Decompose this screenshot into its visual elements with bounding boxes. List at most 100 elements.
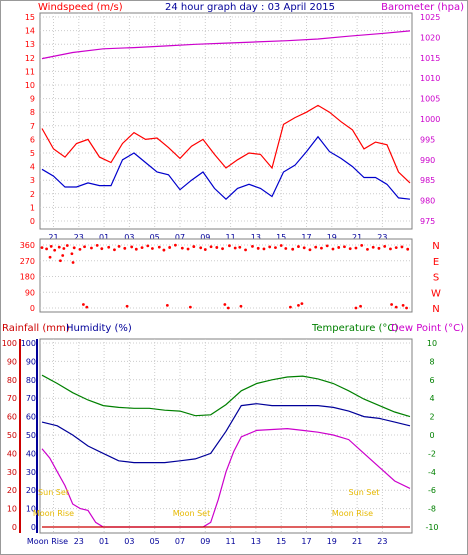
direction-point bbox=[203, 248, 207, 251]
direction-point bbox=[325, 244, 329, 248]
direction-point bbox=[192, 245, 196, 248]
humidity-y-tick-label: 10 bbox=[26, 505, 36, 514]
rain-y-tick-label: 40 bbox=[7, 449, 17, 458]
series-humidity bbox=[41, 403, 411, 464]
wind-y-tick-label: 9 bbox=[30, 95, 35, 104]
wind-y-tick-label: 13 bbox=[25, 40, 35, 49]
rain-y-tick-label: 60 bbox=[7, 413, 17, 422]
series-wind-gust bbox=[41, 135, 411, 201]
direction-point bbox=[40, 246, 44, 250]
direction-point bbox=[297, 303, 300, 307]
temp-x-tick-label: 13 bbox=[251, 537, 261, 546]
rain-y-tick-label: 10 bbox=[7, 505, 17, 514]
wind-x-tick-label: 05 bbox=[150, 233, 160, 242]
direction-point bbox=[157, 245, 161, 249]
wind-y-tick-label: 11 bbox=[25, 67, 35, 76]
barometer-y-tick-label: 1005 bbox=[420, 95, 440, 104]
temp-x-tick-label: 03 bbox=[124, 537, 134, 546]
barometer-y-tick-label: 990 bbox=[420, 156, 435, 165]
direction-point bbox=[123, 246, 127, 250]
direction-y-tick-label: 90 bbox=[25, 288, 35, 297]
direction-point bbox=[337, 246, 341, 249]
direction-point bbox=[82, 303, 85, 306]
temp-y-tick-label: -6 bbox=[428, 486, 436, 495]
temp-x-tick-label: 01 bbox=[99, 537, 109, 546]
direction-point bbox=[314, 245, 318, 249]
direction-point bbox=[83, 245, 86, 249]
compass-label: N bbox=[432, 241, 439, 252]
direction-point bbox=[61, 254, 65, 257]
direction-point bbox=[130, 245, 134, 249]
direction-point bbox=[331, 247, 335, 251]
temp-x-tick-label: 21 bbox=[352, 537, 362, 546]
wind-x-tick-label: 21 bbox=[352, 233, 362, 242]
direction-point bbox=[174, 243, 177, 247]
direction-plot-area bbox=[39, 238, 413, 313]
direction-point bbox=[284, 247, 288, 250]
compass-label: N bbox=[432, 304, 439, 315]
barometer-y-tick-label: 1000 bbox=[420, 115, 440, 124]
direction-point bbox=[215, 246, 219, 249]
wind-y-tick-label: 6 bbox=[30, 135, 35, 144]
humidity-y-tick-label: 40 bbox=[26, 449, 36, 458]
rain-y-tick-label: 70 bbox=[7, 394, 17, 403]
rain-y-tick-label: 90 bbox=[7, 357, 17, 366]
humidity-y-tick-label: 60 bbox=[26, 413, 36, 422]
temp-y-tick-label: 2 bbox=[429, 413, 434, 422]
wind-y-tick-label: 5 bbox=[30, 149, 35, 158]
humidity-y-tick-label: 100 bbox=[21, 339, 36, 348]
direction-point bbox=[107, 245, 111, 249]
direction-point bbox=[85, 305, 89, 309]
wind-y-tick-label: 14 bbox=[25, 27, 35, 36]
direction-point bbox=[162, 248, 166, 252]
direction-point bbox=[401, 303, 405, 307]
direction-point bbox=[65, 244, 69, 247]
direction-point bbox=[90, 246, 93, 250]
wind-axis-title: Windspeed (m/s) bbox=[38, 2, 123, 13]
direction-point bbox=[78, 247, 82, 251]
wind-x-tick-label: 23 bbox=[74, 233, 84, 242]
direction-point bbox=[209, 245, 213, 249]
barometer-y-tick-label: 980 bbox=[420, 197, 435, 206]
temp-y-tick-label: 6 bbox=[429, 376, 434, 385]
direction-point bbox=[45, 247, 48, 251]
direction-point bbox=[151, 247, 154, 250]
direction-point bbox=[168, 246, 172, 249]
direction-point bbox=[251, 245, 254, 248]
direction-point bbox=[308, 248, 312, 252]
direction-point bbox=[71, 261, 75, 264]
temp-x-tick-label: 11 bbox=[226, 537, 236, 546]
direction-point bbox=[394, 246, 398, 250]
direction-point bbox=[186, 247, 190, 251]
wind-plot-area bbox=[39, 12, 413, 230]
direction-point bbox=[297, 245, 300, 248]
wind-y-tick-label: 2 bbox=[30, 190, 35, 199]
wind-y-tick-label: 4 bbox=[30, 163, 35, 172]
direction-point bbox=[199, 246, 203, 250]
temp-y-tick-label: 8 bbox=[429, 357, 434, 366]
direction-point bbox=[59, 259, 62, 263]
direction-point bbox=[300, 302, 304, 306]
direction-point bbox=[256, 246, 260, 250]
direction-y-tick-label: 0 bbox=[30, 304, 35, 313]
direction-point bbox=[223, 303, 227, 306]
direction-point bbox=[390, 303, 393, 306]
temp-x-tick-label: 19 bbox=[327, 537, 337, 546]
direction-point bbox=[405, 306, 408, 310]
rain-y-tick-label: 30 bbox=[7, 468, 17, 477]
humidity-y-tick-label: 70 bbox=[26, 394, 36, 403]
compass-label: W bbox=[431, 288, 441, 299]
direction-point bbox=[146, 244, 150, 248]
direction-point bbox=[221, 247, 224, 251]
direction-point bbox=[383, 245, 387, 248]
barometer-axis-title: Barometer (hpa) bbox=[381, 2, 464, 13]
series-windspeed bbox=[41, 104, 411, 184]
wind-x-tick-label: 11 bbox=[226, 233, 236, 242]
rain-y-tick-label: 20 bbox=[7, 486, 17, 495]
wind-y-tick-label: 10 bbox=[25, 81, 35, 90]
wind-y-tick-label: 15 bbox=[25, 13, 35, 22]
direction-point bbox=[95, 243, 99, 247]
rain-y-tick-label: 100 bbox=[2, 339, 17, 348]
direction-point bbox=[289, 305, 292, 309]
dewpoint-axis-title: Dew Point (°C) bbox=[391, 323, 464, 334]
